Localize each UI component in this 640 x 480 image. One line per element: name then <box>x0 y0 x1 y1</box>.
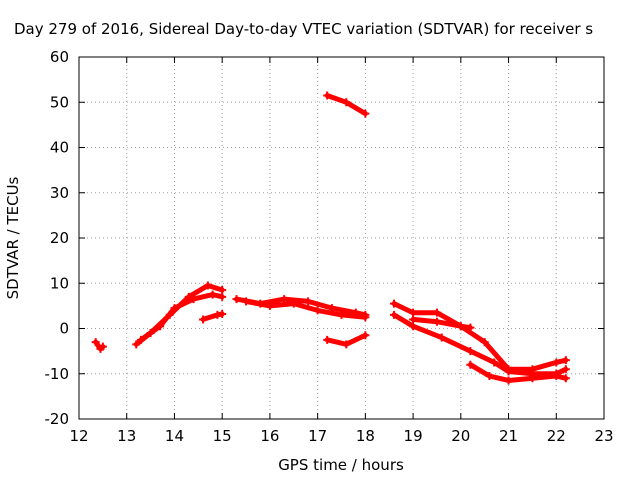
y-axis-label: SDTVAR / TECUs <box>4 176 22 299</box>
y-tick-label: -10 <box>45 365 70 383</box>
data-point <box>323 335 332 344</box>
series-line <box>410 316 473 331</box>
x-tick-label: 16 <box>260 427 279 445</box>
series-arc-9 <box>390 299 570 374</box>
data-point <box>304 297 313 306</box>
x-tick-label: 20 <box>451 427 470 445</box>
data-point <box>313 306 322 315</box>
data-point <box>199 315 208 324</box>
data-point <box>265 301 274 310</box>
data-point <box>504 367 513 376</box>
data-point <box>137 335 146 344</box>
series-arc-6 <box>242 297 370 322</box>
data-point <box>490 358 499 367</box>
data-point <box>342 340 351 349</box>
y-tick-label: 40 <box>50 139 69 157</box>
data-point <box>409 322 418 331</box>
data-point <box>98 342 107 351</box>
y-tick-label: 50 <box>50 93 69 111</box>
plot-frame <box>78 56 605 420</box>
data-point <box>323 91 332 100</box>
series-line <box>391 301 569 372</box>
x-tick-label: 18 <box>356 427 375 445</box>
series-arc-12 <box>466 360 570 385</box>
data-point <box>208 290 217 299</box>
x-tick-label: 21 <box>499 427 518 445</box>
data-point <box>466 323 475 332</box>
series-arc-3 <box>137 290 227 344</box>
data-point <box>342 98 351 107</box>
y-tick-label: -20 <box>45 410 70 428</box>
chart-title: Day 279 of 2016, Sidereal Day-to-day VTE… <box>14 20 593 38</box>
y-tick-label: 60 <box>50 48 69 66</box>
data-point <box>218 310 227 319</box>
y-tick-label: 10 <box>50 274 69 292</box>
x-tick-label: 12 <box>69 427 88 445</box>
x-tick-label: 14 <box>165 427 184 445</box>
x-tick-label: 17 <box>308 427 327 445</box>
data-point <box>218 292 227 301</box>
data-point <box>437 333 446 342</box>
series-arc-11 <box>409 315 475 332</box>
data-point <box>390 299 398 308</box>
series-arc-7 <box>323 331 370 349</box>
x-tick-label: 22 <box>547 427 566 445</box>
data-point <box>170 304 179 313</box>
x-axis-label: GPS time / hours <box>278 456 404 474</box>
data-point <box>361 109 370 118</box>
x-tick-label: 19 <box>404 427 423 445</box>
data-point <box>242 297 251 306</box>
axis-ticks: 12 13 14 15 16 17 18 19 20 21 22 23 -20 -10 0 10 20 30 40 5… <box>45 48 614 445</box>
data-point <box>132 340 141 349</box>
data-point <box>218 286 227 295</box>
data-point <box>552 358 561 367</box>
series-arc-1 <box>91 338 107 353</box>
data-point <box>528 374 537 383</box>
data-point <box>466 347 475 356</box>
series-arc-4 <box>199 310 227 324</box>
data-point <box>485 372 494 381</box>
data-point <box>361 331 370 340</box>
y-tick-label: 30 <box>50 184 69 202</box>
data-point <box>480 338 489 347</box>
data-point <box>552 372 561 381</box>
data-point <box>280 295 289 304</box>
data-point <box>409 308 418 317</box>
data-point <box>432 317 441 326</box>
data-point <box>466 360 475 369</box>
data-point <box>361 313 370 322</box>
data-point <box>91 338 100 347</box>
data-point <box>561 365 570 374</box>
data-point <box>456 322 465 331</box>
data-series <box>91 91 570 385</box>
data-point <box>561 356 570 365</box>
data-point <box>561 374 570 383</box>
data-point <box>504 376 513 385</box>
series-arc-8 <box>323 91 370 118</box>
y-tick-label: 0 <box>59 320 69 338</box>
data-point <box>189 295 198 304</box>
data-point <box>156 322 165 331</box>
data-point <box>232 295 241 304</box>
grid <box>79 57 604 419</box>
data-point <box>203 281 212 290</box>
x-tick-label: 13 <box>117 427 136 445</box>
x-tick-label: 15 <box>213 427 232 445</box>
y-tick-label: 20 <box>50 229 69 247</box>
data-point <box>409 315 418 324</box>
data-point <box>289 299 298 308</box>
data-point <box>432 308 441 317</box>
x-tick-label: 23 <box>594 427 613 445</box>
data-point <box>390 310 398 319</box>
data-point <box>337 310 346 319</box>
